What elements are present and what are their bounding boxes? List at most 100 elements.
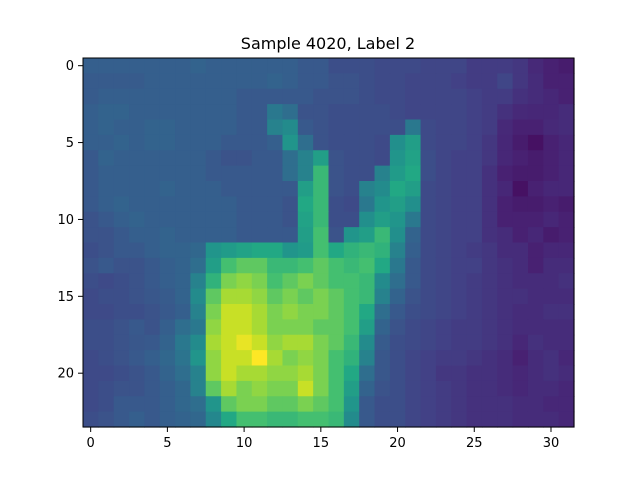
heatmap-cell [527,150,544,167]
heatmap-cell [282,196,299,213]
heatmap-cell [129,319,145,336]
heatmap-cell [297,227,314,244]
heatmap-cell [543,396,560,413]
heatmap-cell [175,365,191,382]
heatmap-cell [190,196,207,213]
heatmap-cell [512,227,529,244]
heatmap-cell [83,58,99,74]
heatmap-cell [251,242,268,259]
heatmap-cell [267,319,284,336]
heatmap-cell [236,288,253,305]
heatmap-cell [144,334,161,351]
heatmap-cell [98,104,115,121]
heatmap-cell [389,411,406,428]
heatmap-cell [236,181,253,197]
heatmap-cell [205,334,222,351]
heatmap-cell [405,134,422,151]
heatmap-cell [359,334,376,351]
heatmap-cell [221,104,238,121]
heatmap-cell [466,242,483,259]
heatmap-cell [497,242,514,259]
heatmap-cell [190,257,207,274]
heatmap-cell [558,257,575,274]
heatmap-cell [481,211,498,228]
heatmap-cell [420,104,437,121]
heatmap-cell [159,350,176,367]
heatmap-cell [282,134,299,151]
heatmap-cell [420,411,437,428]
heatmap-cell [221,211,238,228]
heatmap-cell [313,273,330,290]
heatmap-cell [558,242,575,259]
heatmap-cell [343,288,360,305]
heatmap-cell [405,304,422,320]
heatmap-cell [205,411,222,428]
heatmap-cell [175,273,191,290]
heatmap-cell [129,350,145,367]
heatmap-cell [113,334,130,351]
heatmap-cell [190,73,207,90]
heatmap-cell [512,319,529,336]
heatmap-cell [451,350,468,367]
heatmap-cell [389,73,406,90]
heatmap-cell [389,150,406,167]
heatmap-cell [405,88,422,105]
heatmap-cell [405,73,422,90]
heatmap-cell [420,134,437,151]
heatmap-cell [328,104,345,121]
heatmap-cell [451,396,468,413]
heatmap-cell [435,88,452,105]
heatmap-cell [497,380,514,397]
heatmap-cell [113,104,130,121]
heatmap-cell [405,196,422,213]
heatmap-cell [129,150,145,167]
heatmap-cell [313,242,330,259]
heatmap-cell [389,288,406,305]
heatmap-cell [481,365,498,382]
heatmap-cell [144,227,161,244]
heatmap-cell [512,411,529,428]
heatmap-cell [129,365,145,382]
heatmap-cell [129,134,145,151]
heatmap-cell [512,380,529,397]
heatmap-cell [98,196,115,213]
heatmap-cell [144,196,161,213]
heatmap-cell [405,411,422,428]
heatmap-cell [420,273,437,290]
heatmap-cell [159,119,176,136]
heatmap-cell [543,411,560,428]
heatmap-cell [236,165,253,182]
heatmap-cell [481,73,498,90]
heatmap-cell [98,365,115,382]
heatmap-cell [527,350,544,367]
heatmap-cell [190,396,207,413]
heatmap-cell [374,181,391,197]
heatmap-cell [481,411,498,428]
heatmap-cell [527,242,544,259]
heatmap-cell [435,58,452,74]
heatmap-cell [190,58,207,74]
heatmap-cell [481,288,498,305]
heatmap-cell [328,350,345,367]
heatmap-cell [343,150,360,167]
heatmap-cell [83,411,99,428]
heatmap-cell [527,257,544,274]
heatmap-cell [343,88,360,105]
heatmap-cell [466,257,483,274]
heatmap-cell [481,134,498,151]
heatmap-cell [359,257,376,274]
heatmap-cell [236,257,253,274]
heatmap-cell [159,304,176,320]
heatmap-cell [343,134,360,151]
heatmap-cell [466,58,483,74]
heatmap-cell [420,380,437,397]
heatmap-cell [83,334,99,351]
x-tick-label: 15 [313,436,330,451]
heatmap-cell [435,150,452,167]
heatmap-cell [113,88,130,105]
heatmap-cell [343,73,360,90]
heatmap-cell [205,396,222,413]
y-axis-ticks: 0 5 10 15 20 [57,59,83,382]
heatmap-cell [405,380,422,397]
heatmap-cell [282,365,299,382]
